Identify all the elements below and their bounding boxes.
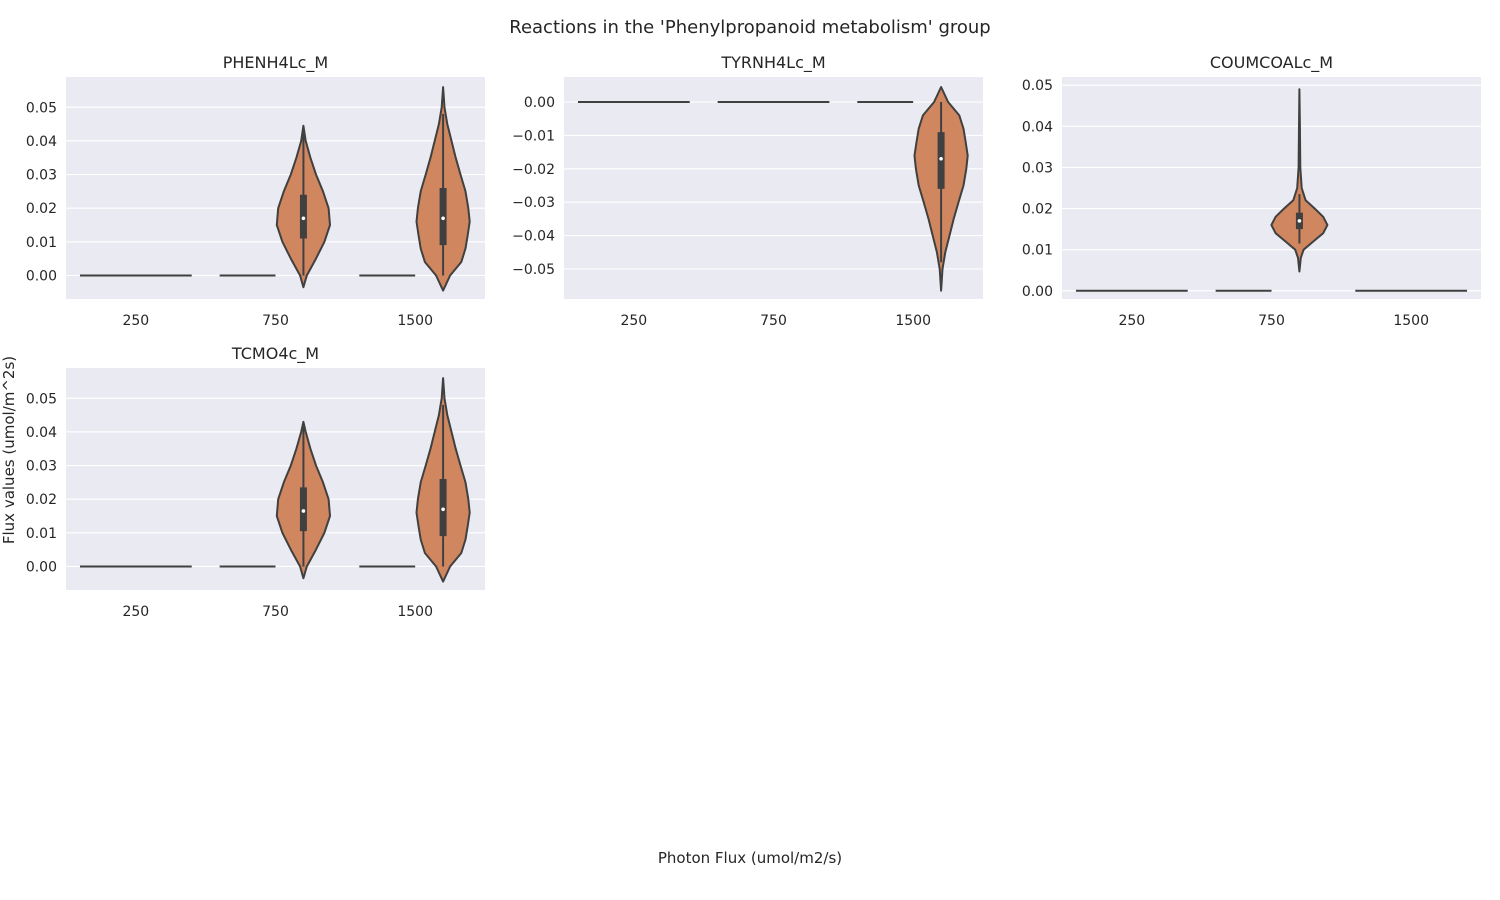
figure-title: Reactions in the 'Phenylpropanoid metabo…	[509, 17, 990, 38]
y-tick-label: 0.01	[1022, 243, 1053, 259]
y-tick-label: −0.04	[512, 229, 555, 245]
y-tick-label: 0.05	[26, 391, 57, 407]
x-tick-label: 750	[262, 604, 289, 620]
y-tick-label: 0.02	[26, 201, 57, 217]
y-tick-label: −0.02	[512, 162, 555, 178]
panel-background	[66, 368, 485, 590]
y-tick-label: 0.05	[1022, 78, 1053, 94]
y-tick-label: 0.01	[26, 526, 57, 542]
y-tick-label: 0.00	[26, 268, 57, 284]
y-tick-label: 0.02	[26, 492, 57, 508]
x-tick-label: 750	[1258, 313, 1285, 329]
x-axis-label: Photon Flux (umol/m2/s)	[658, 849, 842, 867]
panel-title: TYRNH4Lc_M	[720, 53, 825, 73]
y-tick-label: 0.04	[26, 134, 57, 150]
violin-median-point	[301, 509, 306, 513]
y-tick-label: 0.04	[1022, 119, 1053, 135]
panel-title: PHENH4Lc_M	[223, 53, 328, 73]
x-tick-label: 250	[1118, 313, 1145, 329]
panel-title: COUMCOALc_M	[1210, 53, 1333, 73]
x-tick-label: 1500	[397, 313, 433, 329]
panel-background	[564, 77, 983, 299]
y-axis-label: Flux values (umol/m^2s)	[0, 356, 18, 544]
y-tick-label: 0.05	[26, 100, 57, 116]
violin-median-point	[301, 216, 306, 221]
y-tick-label: −0.01	[512, 128, 555, 144]
panel-phenh4lc-m: PHENH4Lc_M 0.00 0.01 0.02 0.03 0.04 0.05 250 750…	[26, 53, 485, 329]
violin-body	[1270, 88, 1329, 273]
x-tick-label: 750	[760, 313, 787, 329]
panel-tcmo4c-m: TCMO4c_M 0.00 0.01 0.02 0.03 0.04 0.05 250 750 15…	[26, 344, 485, 620]
y-tick-label: 0.03	[1022, 160, 1053, 176]
violin-median-point	[1297, 219, 1302, 223]
panel-background	[66, 77, 485, 299]
y-tick-label: 0.00	[26, 559, 57, 575]
y-tick-label: −0.05	[512, 262, 555, 278]
y-tick-label: 0.00	[524, 95, 555, 111]
panel-title: TCMO4c_M	[231, 344, 319, 364]
x-tick-label: 250	[122, 313, 149, 329]
panel-tyrnh4lc-m: TYRNH4Lc_M 0.00 −0.01 −0.02 −0.03 −0.04 −0.05 2…	[512, 53, 983, 329]
x-tick-label: 250	[620, 313, 647, 329]
y-tick-label: −0.03	[512, 195, 555, 211]
violin-median-point	[939, 156, 943, 161]
x-tick-label: 1500	[397, 604, 433, 620]
x-tick-label: 750	[262, 313, 289, 329]
y-tick-label: 0.02	[1022, 202, 1053, 218]
violin-median-point	[441, 507, 445, 512]
panel-coumcoalc-m: COUMCOALc_M 0.00 0.01 0.02 0.03 0.04 0.05 250 75…	[1022, 53, 1481, 329]
violin-median-point	[441, 216, 445, 221]
y-tick-label: 0.03	[26, 459, 57, 475]
x-tick-label: 1500	[895, 313, 931, 329]
panel-background	[1062, 77, 1481, 299]
y-tick-label: 0.00	[1022, 284, 1053, 300]
y-tick-label: 0.04	[26, 425, 57, 441]
x-tick-label: 1500	[1393, 313, 1429, 329]
y-tick-label: 0.01	[26, 235, 57, 251]
y-tick-label: 0.03	[26, 168, 57, 184]
x-tick-label: 250	[122, 604, 149, 620]
